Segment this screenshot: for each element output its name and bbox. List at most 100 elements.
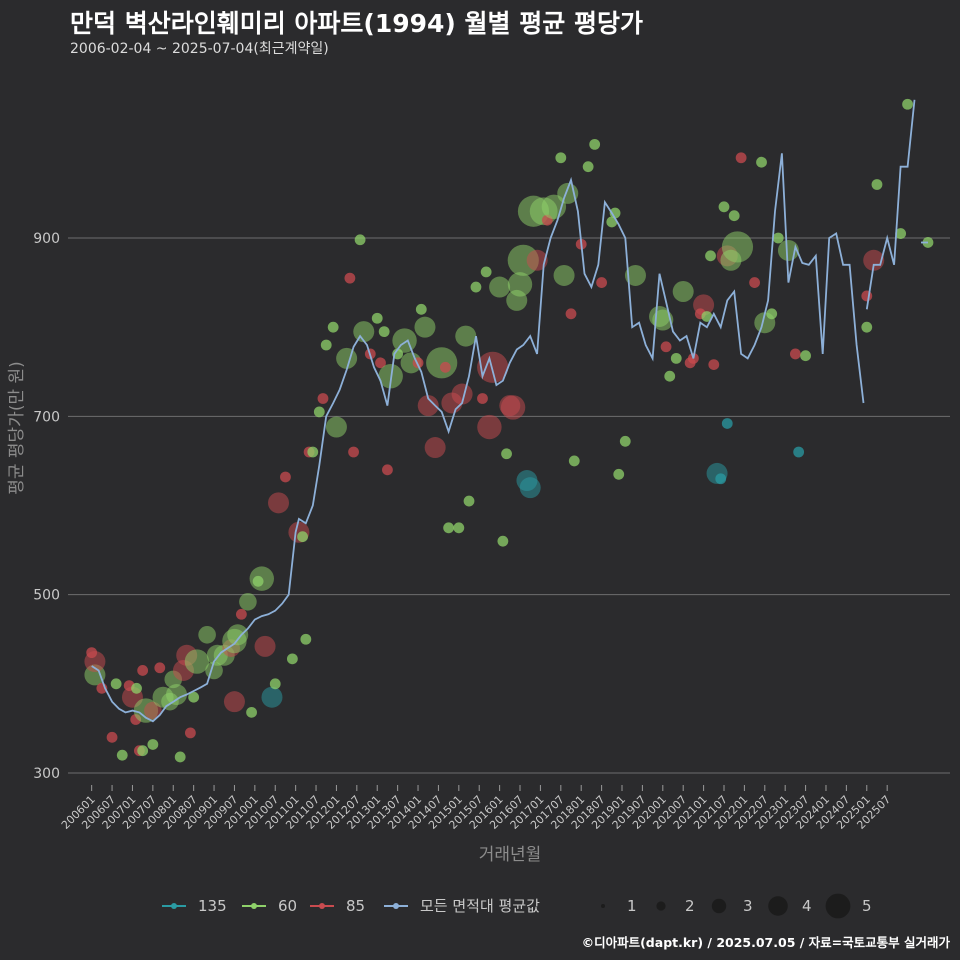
point-85 xyxy=(735,152,747,164)
legend-size-circle xyxy=(711,898,727,914)
point-85 xyxy=(693,294,715,316)
point-60 xyxy=(480,266,492,278)
point-60 xyxy=(772,232,784,244)
point-60 xyxy=(766,308,778,320)
point-60 xyxy=(670,352,682,364)
point-85 xyxy=(477,414,502,440)
point-60 xyxy=(701,311,713,322)
point-85 xyxy=(477,351,509,383)
point-60 xyxy=(861,321,873,333)
legend-swatch-dot xyxy=(251,903,257,909)
point-60 xyxy=(286,653,298,665)
point-60 xyxy=(354,234,366,246)
y-tick-label: 700 xyxy=(33,409,60,425)
point-60 xyxy=(147,739,159,750)
point-60 xyxy=(582,161,594,173)
point-85 xyxy=(500,395,526,420)
point-85 xyxy=(184,727,196,739)
point-60 xyxy=(589,138,601,150)
chart-subtitle: 2006-02-04 ~ 2025-07-04(최근계약일) xyxy=(70,41,329,57)
point-60 xyxy=(300,633,312,645)
point-60 xyxy=(336,347,358,369)
point-60 xyxy=(501,448,512,460)
point-60 xyxy=(320,339,332,351)
point-85 xyxy=(375,357,386,369)
point-60 xyxy=(353,321,375,343)
point-60 xyxy=(453,522,465,534)
x-axis-ticks: 2006012006072007012007072008012008072009… xyxy=(59,785,893,832)
legend: 135 60 85 모든 면적대 평균값 1 2 3 4 5 xyxy=(162,893,872,919)
point-85 xyxy=(144,701,162,720)
legend-size-circle xyxy=(768,896,788,916)
legend-swatch-dot xyxy=(171,903,177,909)
point-135 xyxy=(519,477,541,499)
point-85 xyxy=(451,383,473,405)
scatter-points xyxy=(84,98,934,763)
point-85 xyxy=(565,308,577,320)
point-85 xyxy=(348,446,359,458)
point-60 xyxy=(307,446,319,458)
point-85 xyxy=(708,359,720,371)
point-60 xyxy=(249,566,274,591)
point-85 xyxy=(223,691,245,713)
point-85 xyxy=(86,647,98,659)
point-60 xyxy=(313,406,325,418)
point-60 xyxy=(378,326,390,338)
legend-label-60: 60 xyxy=(278,897,297,915)
point-60 xyxy=(672,281,694,302)
point-60 xyxy=(174,751,186,763)
point-85 xyxy=(789,348,801,360)
point-60 xyxy=(443,522,455,534)
point-85 xyxy=(526,249,548,271)
point-60 xyxy=(470,281,482,293)
point-135 xyxy=(715,473,727,485)
point-60 xyxy=(325,416,347,438)
point-60 xyxy=(198,625,216,644)
legend-size-circle xyxy=(601,904,605,908)
point-85 xyxy=(317,393,329,404)
legend-size-circle xyxy=(825,893,851,919)
point-60 xyxy=(489,276,511,298)
y-tick-label: 300 xyxy=(33,766,60,782)
point-60 xyxy=(116,749,128,761)
point-60 xyxy=(613,468,625,480)
point-60 xyxy=(415,303,427,315)
point-85 xyxy=(268,492,290,514)
point-60 xyxy=(184,649,210,674)
point-60 xyxy=(721,231,754,263)
point-60 xyxy=(227,624,249,646)
point-60 xyxy=(371,312,383,324)
point-85 xyxy=(749,277,760,288)
point-60 xyxy=(728,210,740,222)
point-85 xyxy=(154,662,166,674)
point-85 xyxy=(861,290,873,302)
legend-size-label: 4 xyxy=(802,897,812,915)
point-135 xyxy=(721,418,733,429)
point-60 xyxy=(137,745,149,757)
legend-label-85: 85 xyxy=(346,897,365,915)
point-60 xyxy=(619,435,631,447)
y-tick-label: 500 xyxy=(33,588,60,604)
point-60 xyxy=(507,272,533,297)
point-60 xyxy=(553,264,575,286)
y-axis-ticks: 300 500 700 900 xyxy=(33,231,60,782)
legend-size-label: 3 xyxy=(743,897,753,915)
point-60 xyxy=(426,347,458,379)
point-60 xyxy=(652,309,674,331)
chart-title: 만덕 벽산라인훼미리 아파트(1994) 월별 평균 평당가 xyxy=(70,9,643,38)
point-60 xyxy=(718,201,730,213)
point-85 xyxy=(280,471,291,483)
point-60 xyxy=(568,455,580,467)
point-60 xyxy=(902,98,913,110)
average-line xyxy=(91,99,928,723)
point-60 xyxy=(414,316,436,338)
point-60 xyxy=(188,691,200,703)
x-axis-title: 거래년월 xyxy=(479,845,542,865)
point-135 xyxy=(261,686,283,708)
y-tick-label: 900 xyxy=(33,231,60,247)
legend-size-circle xyxy=(656,901,666,911)
point-60 xyxy=(246,706,257,718)
legend-label-135: 135 xyxy=(198,897,227,915)
legend-label-avg: 모든 면적대 평균값 xyxy=(420,897,540,915)
